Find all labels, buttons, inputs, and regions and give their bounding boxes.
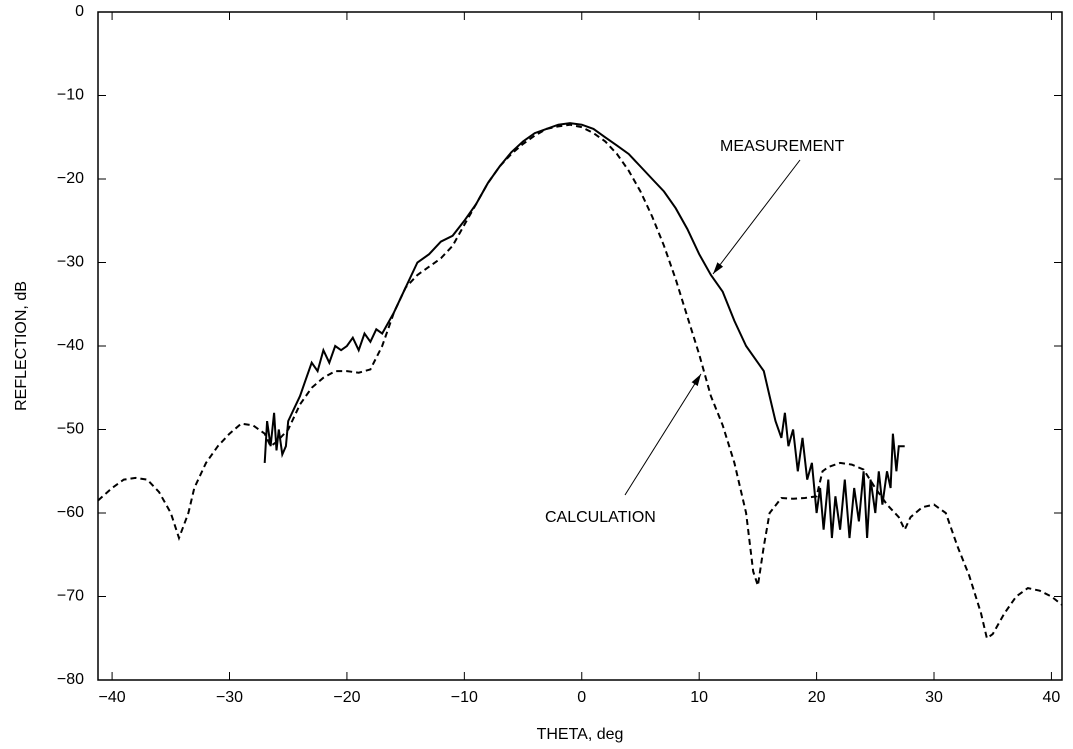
x-tick-label: 40 [1043,689,1061,706]
x-tick-label: 30 [925,689,943,706]
annotation-arrow [712,159,801,275]
data-line [263,122,905,539]
x-tick-label: −20 [333,689,360,706]
annotation-arrow [624,373,702,496]
x-tick-label: −30 [216,689,243,706]
y-axis-label: REFLECTION, dB [13,281,30,411]
y-tick-label: −60 [57,504,84,521]
x-axis-label: THETA, deg [537,726,624,743]
y-tick-label: −10 [57,87,84,104]
x-tick-label: −40 [99,689,126,706]
y-tick-label: 0 [75,3,84,20]
y-tick-label: −30 [57,254,84,271]
data-line [97,123,1063,640]
x-tick-label: 10 [690,689,708,706]
annotation: CALCULATION [545,509,656,526]
y-tick-label: −20 [57,170,84,187]
y-tick-label: −50 [57,421,84,438]
annotation: MEASUREMENT [720,138,845,155]
x-tick-label: 20 [808,689,826,706]
plot-frame [97,11,1063,681]
x-tick-label: −10 [451,689,478,706]
x-tick-label: 0 [577,689,586,706]
y-tick-label: −70 [57,588,84,605]
y-tick-label: −80 [57,671,84,688]
y-tick-label: −40 [57,337,84,354]
